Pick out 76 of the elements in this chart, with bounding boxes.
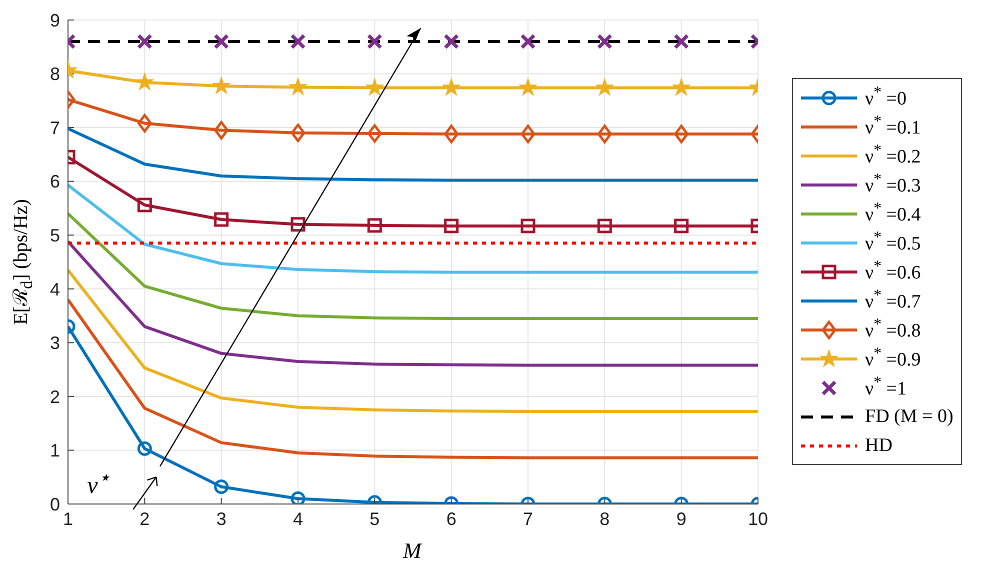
y-tick-label: 9 bbox=[50, 10, 60, 30]
point bbox=[366, 34, 382, 50]
legend-label: ν$^{*}$ =0.6 bbox=[865, 258, 921, 285]
point bbox=[444, 34, 460, 50]
point bbox=[137, 114, 152, 133]
point bbox=[214, 480, 229, 494]
legend-label: ν$^{*}$ =0.8 bbox=[865, 316, 921, 343]
x-axis-title: M bbox=[403, 538, 422, 564]
y-tick-label: 8 bbox=[50, 64, 60, 84]
point bbox=[290, 217, 306, 232]
point bbox=[213, 78, 230, 94]
point bbox=[137, 198, 152, 212]
point bbox=[597, 218, 612, 234]
point bbox=[674, 124, 689, 144]
y-tick-label: 6 bbox=[50, 172, 60, 192]
point bbox=[290, 124, 306, 142]
x-tick-label: 2 bbox=[140, 508, 150, 529]
point bbox=[443, 79, 460, 95]
point bbox=[673, 79, 690, 95]
legend-label: ν$^{*}$ =0.9 bbox=[865, 345, 921, 372]
x-tick-label: 9 bbox=[676, 508, 686, 529]
legend-label: HD bbox=[865, 434, 892, 456]
point bbox=[596, 34, 612, 50]
point bbox=[137, 441, 152, 456]
point bbox=[520, 218, 536, 234]
y-tick-label: 4 bbox=[50, 279, 60, 300]
y-tick-label: 5 bbox=[50, 226, 60, 246]
x-tick-label: 5 bbox=[370, 508, 380, 529]
legend-label: ν$^{*}$ =0.5 bbox=[865, 229, 921, 256]
legend-label: ν$^{*}$ =1 bbox=[865, 374, 906, 401]
point bbox=[290, 491, 306, 504]
x-tick-label: 7 bbox=[522, 508, 534, 529]
y-tick-label: 2 bbox=[50, 386, 60, 407]
point bbox=[136, 34, 152, 50]
y-tick-label: 7 bbox=[50, 118, 60, 138]
point bbox=[367, 218, 382, 233]
y-tick-label: 1 bbox=[50, 440, 60, 461]
point bbox=[597, 124, 612, 144]
point bbox=[290, 78, 306, 94]
point bbox=[674, 218, 689, 234]
point bbox=[674, 34, 690, 50]
point bbox=[136, 74, 153, 90]
line-series bbox=[68, 127, 758, 182]
point bbox=[214, 120, 229, 140]
point bbox=[214, 212, 229, 227]
line-series bbox=[68, 240, 758, 367]
legend-label: ν$^{*}$ =0.4 bbox=[865, 200, 921, 227]
point bbox=[366, 79, 383, 95]
point bbox=[520, 79, 536, 95]
x-tick-label: 8 bbox=[600, 508, 610, 529]
legend-label: ν$^{*}$ =0.1 bbox=[865, 113, 921, 140]
point bbox=[214, 34, 230, 50]
legend-label: ν$^{*}$ =0.3 bbox=[865, 171, 921, 198]
legend-label: ν$^{*}$ =0.7 bbox=[865, 287, 921, 314]
line-series bbox=[68, 184, 758, 274]
point bbox=[444, 218, 459, 234]
legend-label: ν$^{*}$ =0 bbox=[865, 84, 906, 111]
legend-label: ν$^{*}$ =0.2 bbox=[865, 142, 921, 169]
point bbox=[520, 34, 536, 50]
point bbox=[596, 79, 613, 95]
x-tick-label: 4 bbox=[292, 508, 304, 529]
legend-label: FD (M = 0) bbox=[865, 406, 954, 428]
line-series bbox=[68, 212, 758, 320]
point bbox=[290, 34, 306, 50]
x-tick-label: 10 bbox=[748, 508, 768, 529]
annotation: ν$^{⋆}$ bbox=[87, 466, 111, 500]
line-series bbox=[68, 298, 758, 460]
line-series bbox=[68, 268, 758, 413]
x-tick-label: 6 bbox=[446, 508, 456, 529]
point bbox=[367, 124, 382, 143]
point bbox=[444, 124, 459, 144]
point bbox=[520, 124, 536, 144]
x-tick-label: 3 bbox=[216, 508, 226, 529]
y-tick-label: 3 bbox=[50, 333, 60, 354]
y-tick-label: 0 bbox=[50, 494, 60, 514]
x-tick-label: 1 bbox=[62, 508, 74, 529]
